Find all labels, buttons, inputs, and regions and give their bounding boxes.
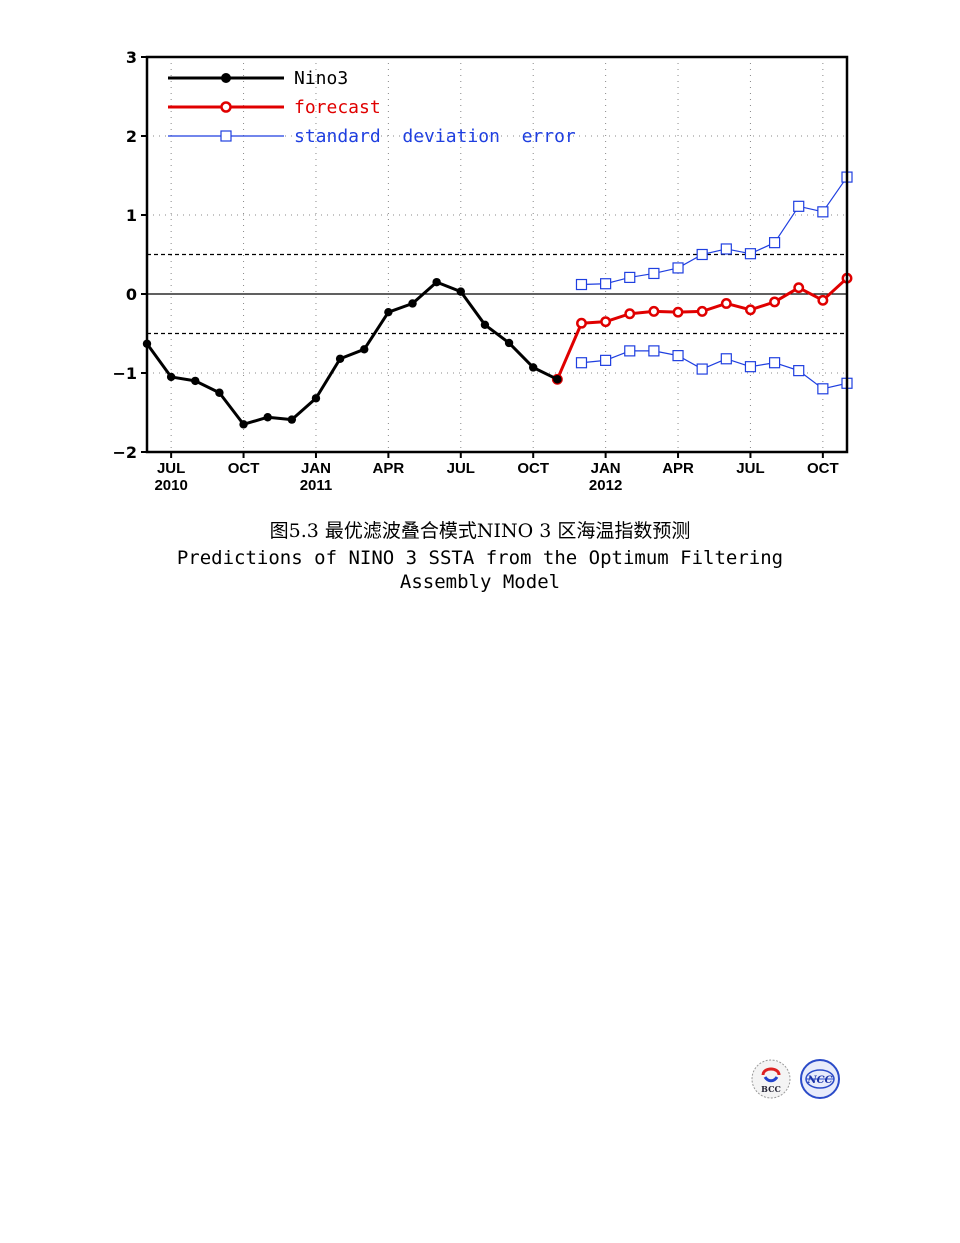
x-tick-label: OCT (517, 460, 549, 477)
series-layer (142, 171, 853, 429)
data-point (768, 357, 781, 369)
legend-label: forecast (294, 97, 381, 118)
data-point (215, 388, 224, 397)
data-point (672, 262, 684, 274)
data-point (624, 271, 636, 284)
data-point (744, 361, 757, 373)
caption-english-line1: Predictions of NINO 3 SSTA from the Opti… (176, 547, 784, 569)
x-tick-label: JAN (301, 460, 331, 477)
legend-label: standard deviation error (294, 126, 576, 147)
x-tick-label: OCT (807, 460, 839, 477)
agency-logos: BCC NCC (751, 1059, 840, 1099)
legend-item: standard deviation error (168, 126, 576, 147)
y-tick-label: −1 (112, 364, 137, 383)
bcc-logo-text: BCC (761, 1084, 781, 1094)
data-point (696, 248, 708, 261)
x-tick-year-label: 2012 (589, 477, 622, 494)
data-point (696, 305, 708, 317)
y-tick-label: −2 (112, 443, 137, 462)
data-point (480, 320, 490, 330)
caption-chinese: 图5.3 最优滤波叠合模式NINO 3 区海温指数预测 (269, 520, 691, 542)
data-point (335, 354, 345, 363)
data-point (696, 363, 708, 375)
legend-marker (220, 101, 232, 113)
data-point (456, 287, 465, 296)
data-point (672, 350, 684, 362)
x-tick-label: OCT (228, 460, 260, 477)
data-point (817, 383, 829, 395)
data-point (817, 294, 829, 306)
data-point (817, 206, 829, 218)
data-point (624, 308, 636, 320)
legend-marker (220, 130, 232, 142)
series-line (145, 280, 559, 426)
data-point (768, 237, 781, 249)
series-standard-deviation-error (575, 171, 853, 291)
data-point (600, 354, 612, 366)
data-point (648, 305, 660, 317)
legend-label: Nino3 (294, 68, 348, 89)
data-point (311, 394, 321, 403)
legend-marker (221, 73, 231, 83)
ncc-logo-text: NCC (806, 1075, 832, 1086)
x-tick-year-label: 2011 (300, 477, 333, 494)
data-point (793, 365, 805, 377)
data-point (672, 306, 684, 318)
data-point (191, 376, 200, 386)
x-tick-label: JUL (736, 460, 764, 477)
series-forecast (551, 272, 853, 385)
data-point (624, 345, 636, 357)
y-tick-label: 0 (126, 285, 137, 304)
data-point (648, 267, 660, 280)
y-tick-label: 2 (126, 127, 137, 146)
data-point (408, 299, 417, 308)
y-tick-label: 3 (126, 48, 137, 67)
data-point (576, 317, 587, 329)
x-tick-label: JUL (447, 460, 475, 477)
data-point (744, 248, 757, 260)
data-point (720, 298, 732, 309)
plot-frame (145, 55, 849, 454)
data-point (384, 307, 393, 317)
x-tick-label: APR (373, 460, 405, 477)
legend: Nino3 forecast standard deviation error (168, 68, 576, 147)
x-tick-label: JUL (157, 460, 185, 477)
data-point (360, 345, 369, 354)
data-point (287, 415, 297, 424)
data-point (263, 413, 272, 422)
series-lower-error-bound (575, 345, 853, 395)
data-point (720, 353, 732, 365)
reference-lines (147, 253, 847, 335)
data-point (504, 338, 514, 348)
data-point (575, 278, 588, 291)
data-point (744, 304, 756, 316)
series-line (581, 176, 848, 286)
x-tick-label: APR (662, 460, 694, 477)
legend-item: Nino3 (168, 68, 348, 89)
y-tick-label: 1 (126, 206, 137, 225)
data-point (793, 200, 805, 212)
data-point (432, 277, 441, 287)
data-point (793, 282, 805, 294)
x-tick-year-label: 2010 (154, 477, 187, 494)
bcc-logo: BCC (751, 1059, 791, 1099)
data-point (553, 375, 562, 384)
series-nino3 (142, 277, 562, 429)
data-point (239, 420, 248, 429)
caption-english-line2: Assembly Model (399, 571, 561, 593)
legend-item: forecast (168, 97, 381, 118)
data-point (529, 363, 538, 372)
data-point (600, 316, 612, 328)
data-point (769, 296, 781, 308)
series-line (581, 350, 848, 390)
data-point (648, 345, 660, 357)
data-point (720, 243, 732, 255)
data-point (575, 357, 588, 369)
data-point (600, 278, 612, 290)
data-point (166, 372, 176, 382)
x-tick-label: JAN (591, 460, 621, 477)
ncc-logo: NCC (800, 1059, 840, 1099)
